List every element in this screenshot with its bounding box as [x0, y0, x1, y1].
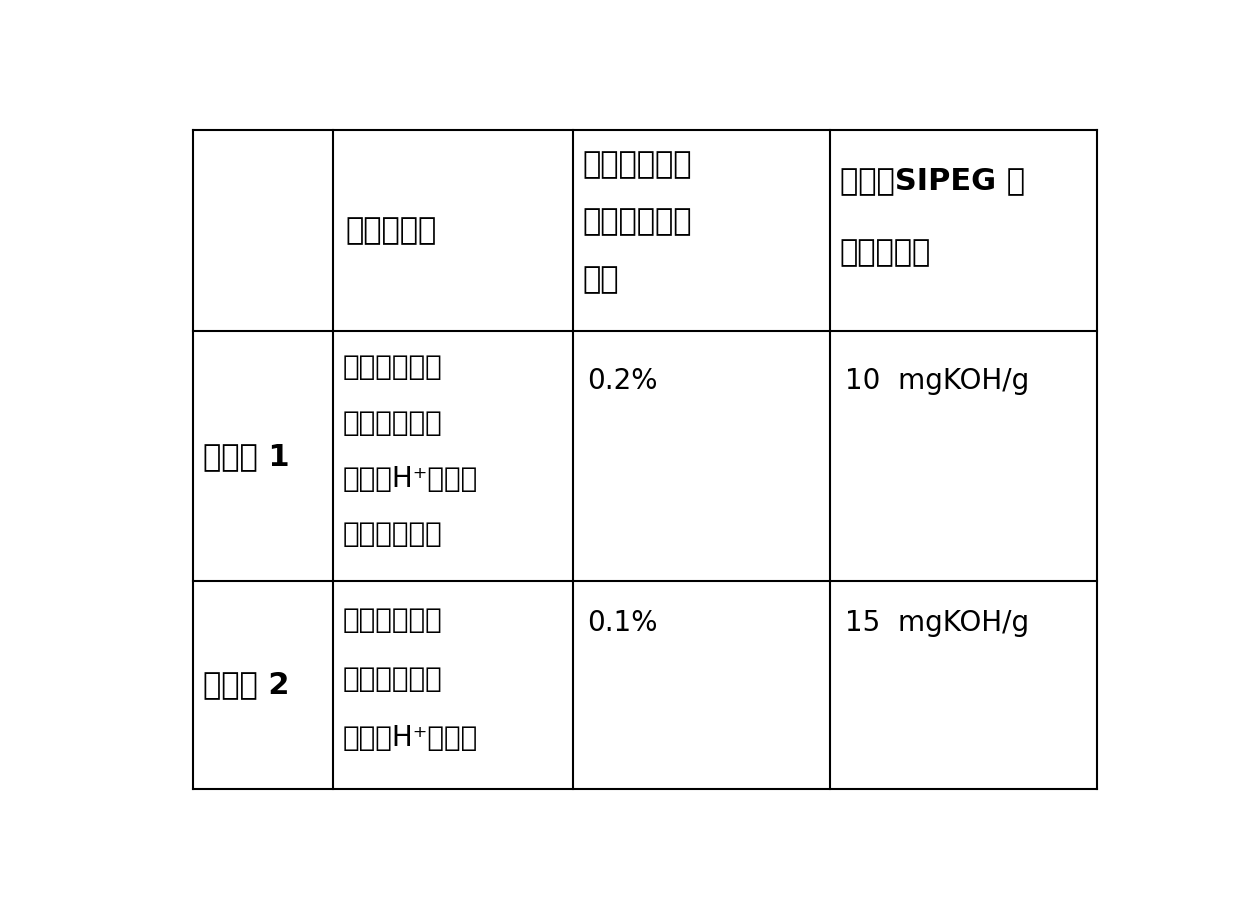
Text: 磷酸系酯化物: 磷酸系酯化物: [343, 606, 443, 634]
Text: 磷酸系酯化物: 磷酸系酯化物: [343, 353, 443, 381]
Text: 实施例 1: 实施例 1: [203, 441, 290, 470]
Text: 15  mgKOH/g: 15 mgKOH/g: [844, 609, 1029, 637]
Text: 10  mgKOH/g: 10 mgKOH/g: [844, 367, 1029, 395]
Text: 离子（H⁺）产生: 离子（H⁺）产生: [343, 464, 479, 492]
Text: 量）: 量）: [583, 265, 619, 294]
Text: 实施例 2: 实施例 2: [203, 671, 290, 700]
Text: 和系统的酸根: 和系统的酸根: [343, 409, 443, 437]
Text: 液的酸值）: 液的酸值）: [839, 238, 931, 267]
Text: 催化剂类型: 催化剂类型: [345, 217, 436, 245]
Text: 的复合催化剂: 的复合催化剂: [343, 521, 443, 548]
Text: 结果（SIPEG 溶: 结果（SIPEG 溶: [839, 166, 1025, 195]
Text: 0.1%: 0.1%: [588, 609, 657, 637]
Text: 和系统的酸根: 和系统的酸根: [343, 665, 443, 693]
Text: 0.2%: 0.2%: [588, 367, 657, 395]
Text: 催化剂的添加: 催化剂的添加: [583, 150, 692, 179]
Text: 量（占产物质: 量（占产物质: [583, 207, 692, 237]
Text: 离子（H⁺）产生: 离子（H⁺）产生: [343, 724, 479, 753]
